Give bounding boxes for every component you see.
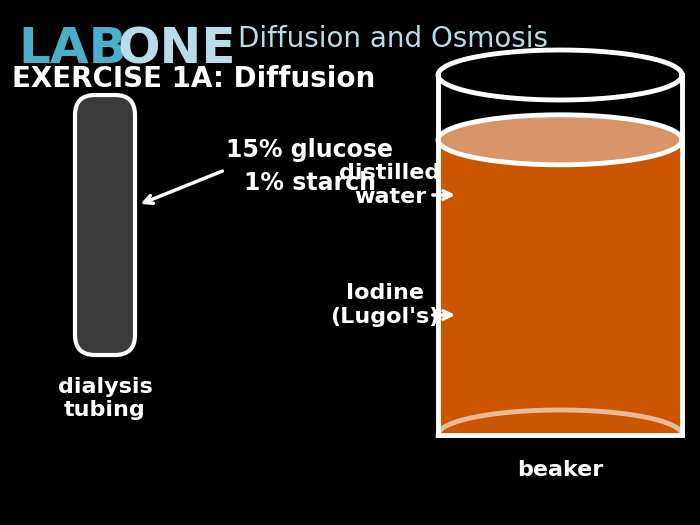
Text: distilled
water: distilled water (340, 163, 440, 207)
Text: beaker: beaker (517, 460, 603, 480)
Text: 15% glucose: 15% glucose (227, 138, 393, 162)
Ellipse shape (438, 115, 682, 165)
FancyBboxPatch shape (75, 95, 135, 355)
Text: ONE: ONE (118, 25, 237, 73)
Text: Diffusion and Osmosis: Diffusion and Osmosis (238, 25, 548, 53)
Text: LAB: LAB (18, 25, 127, 73)
Text: dialysis
tubing: dialysis tubing (57, 377, 153, 420)
Text: 1% starch: 1% starch (244, 171, 376, 195)
Bar (438, 140, 682, 435)
Text: EXERCISE 1A: Diffusion: EXERCISE 1A: Diffusion (12, 65, 375, 93)
Text: Iodine
(Lugol's): Iodine (Lugol's) (330, 284, 440, 327)
